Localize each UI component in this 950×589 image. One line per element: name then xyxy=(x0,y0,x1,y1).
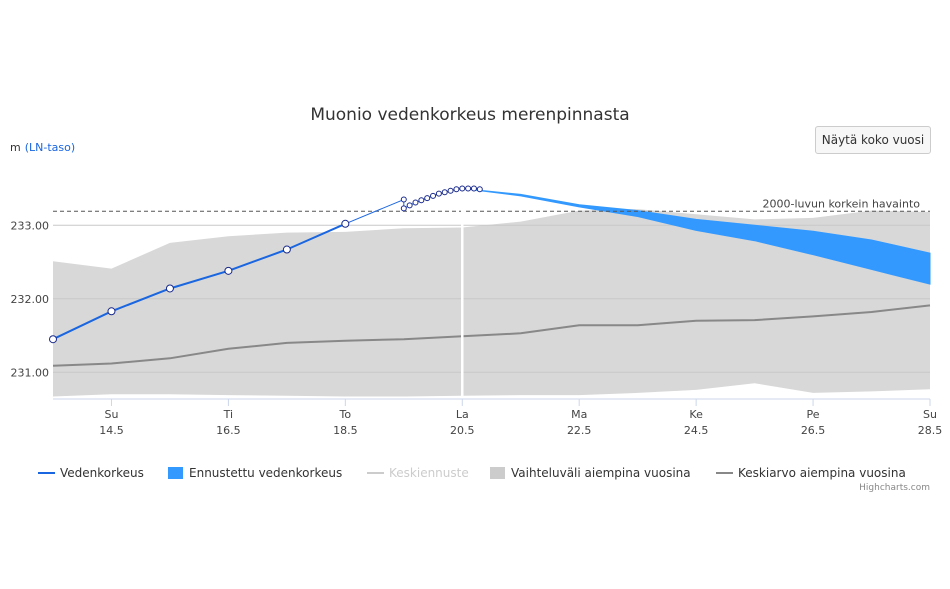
observed-dense-point[interactable] xyxy=(453,186,460,193)
legend-label: Vedenkorkeus xyxy=(60,466,144,480)
legend-label: Keskiennuste xyxy=(389,466,469,480)
observed-point[interactable] xyxy=(341,219,350,228)
x-tick-date: 16.5 xyxy=(216,424,241,437)
observed-dense-point[interactable] xyxy=(459,185,466,192)
credits-link[interactable]: Highcharts.com xyxy=(859,483,930,493)
legend-label: Ennustettu vedenkorkeus xyxy=(189,466,342,480)
show-full-year-button[interactable]: Näytä koko vuosi xyxy=(815,126,931,154)
x-tick-date: 26.5 xyxy=(801,424,826,437)
observed-point[interactable] xyxy=(165,284,174,293)
observed-point[interactable] xyxy=(49,335,57,344)
legend-label: Vaihteluväli aiempina vuosina xyxy=(511,466,691,480)
observed-dense-point[interactable] xyxy=(412,199,419,206)
observed-point[interactable] xyxy=(107,307,116,316)
x-tick-day: To xyxy=(339,408,352,421)
observed-dense-point[interactable] xyxy=(476,186,483,193)
y-axis-unit: m xyxy=(10,141,21,154)
legend-box-symbol xyxy=(490,467,505,479)
y-axis-label: m (LN-taso) xyxy=(10,141,75,154)
legend: Vedenkorkeus Ennustettu vedenkorkeus Keski… xyxy=(38,466,906,480)
observed-dense-point[interactable] xyxy=(406,202,413,209)
y-tick-label: 231.00 xyxy=(11,366,50,379)
observed-dense-point[interactable] xyxy=(430,192,437,199)
y-tick-label: 233.00 xyxy=(11,219,50,232)
range-band-area xyxy=(53,209,930,397)
observed-dense-point[interactable] xyxy=(470,185,477,192)
x-tick-date: 18.5 xyxy=(333,424,358,437)
legend-item[interactable]: Vedenkorkeus xyxy=(38,466,144,480)
x-tick-date: 28.5 xyxy=(918,424,943,437)
observed-dense-point[interactable] xyxy=(400,196,407,203)
observed-dense-point[interactable] xyxy=(465,185,472,192)
observed-dense-point[interactable] xyxy=(435,190,442,197)
observed-dense-point[interactable] xyxy=(441,189,448,196)
legend-label: Keskiarvo aiempina vuosina xyxy=(738,466,906,480)
observed-layer xyxy=(49,185,483,344)
highest-observation-label: 2000-luvun korkein havainto xyxy=(763,197,921,210)
y-axis-reference-link[interactable]: (LN-taso) xyxy=(25,141,75,154)
axis-layer: Su 14.5 Ti 16.5 To 18.5 La 20.5 Ma 22.5 Ke 24.5 Pe 26… xyxy=(53,398,943,437)
x-tick-day: Ti xyxy=(223,408,233,421)
x-tick-day: Pe xyxy=(807,408,820,421)
legend-item[interactable]: Keskiennuste xyxy=(367,466,469,480)
x-tick-day: La xyxy=(456,408,469,421)
x-tick-date: 20.5 xyxy=(450,424,475,437)
y-tick-label: 232.00 xyxy=(11,293,50,306)
plot-line-layer: 2000-luvun korkein havainto xyxy=(53,165,930,398)
legend-item[interactable]: Vaihteluväli aiempina vuosina xyxy=(490,466,691,480)
mean-line xyxy=(52,304,931,367)
mean-layer xyxy=(52,304,931,367)
range-band-layer xyxy=(53,209,930,397)
x-tick-date: 24.5 xyxy=(684,424,709,437)
x-tick-date: 14.5 xyxy=(99,424,124,437)
observed-connector-line xyxy=(345,199,404,225)
observed-point[interactable] xyxy=(224,266,233,275)
x-tick-day: Ke xyxy=(689,408,703,421)
grid-layer: 231.00 232.00 233.00 xyxy=(11,219,930,379)
observed-dense-point[interactable] xyxy=(400,205,407,212)
observed-point[interactable] xyxy=(282,245,291,254)
observed-dense-point[interactable] xyxy=(424,195,431,202)
x-tick-day: Ma xyxy=(571,408,587,421)
legend-item[interactable]: Keskiarvo aiempina vuosina xyxy=(716,466,906,480)
observed-line xyxy=(52,222,346,341)
observed-dense-point[interactable] xyxy=(418,197,425,204)
x-tick-day: Su xyxy=(923,408,937,421)
forecast-band-area xyxy=(462,188,931,285)
x-tick-day: Su xyxy=(104,408,118,421)
chart-title: Muonio vedenkorkeus merenpinnasta xyxy=(310,105,629,125)
x-tick-date: 22.5 xyxy=(567,424,592,437)
legend-item[interactable]: Ennustettu vedenkorkeus xyxy=(168,466,342,480)
legend-box-symbol xyxy=(168,467,183,479)
observed-dense-point[interactable] xyxy=(447,187,454,194)
forecast-layer xyxy=(462,188,931,285)
